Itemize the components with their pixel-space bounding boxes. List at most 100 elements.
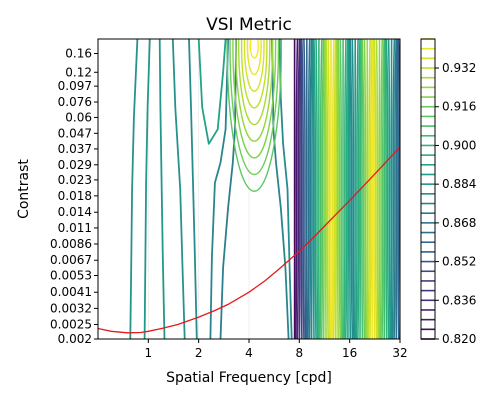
peak-contour-5: [235, 39, 274, 142]
band-contour-8: [307, 39, 311, 339]
band-contour-29: [343, 39, 347, 339]
band-contour-36: [355, 39, 359, 339]
band-contour-51: [381, 39, 385, 339]
contour-line-6: [209, 39, 229, 339]
band-contour-33: [349, 39, 354, 339]
band-contour-32: [348, 39, 352, 339]
colorbar-tick-label-7: 0.932: [442, 61, 476, 75]
band-contour-47: [373, 39, 378, 339]
band-contour-50: [379, 39, 384, 339]
band-contour-25: [336, 39, 339, 339]
band-contour-40: [361, 39, 366, 339]
band-contour-12: [313, 39, 317, 339]
y-tick-label-12: 0.037: [58, 142, 92, 156]
peak-contour-2: [243, 39, 265, 92]
contour-line-2: [158, 39, 166, 339]
x-tick-label-4: 16: [342, 346, 357, 360]
band-contour-45: [371, 39, 374, 339]
contour-line-3: [171, 39, 186, 339]
y-tick-label-14: 0.06: [65, 110, 92, 124]
contour-layer: [129, 39, 400, 339]
band-contour-58: [393, 39, 397, 339]
band-contour-43: [367, 39, 371, 339]
peak-contour-1: [246, 39, 262, 76]
colorbar: 0.820 0.836 0.852 0.868 0.884 0.900 0.916 0.932: [420, 38, 476, 346]
x-axis-title: Spatial Frequency [cpd]: [166, 370, 332, 386]
x-tick-label-0: 1: [145, 346, 153, 360]
chart-title: VSI Metric: [206, 15, 292, 35]
band-contour-60: [396, 39, 400, 339]
band-contour-22: [331, 39, 335, 339]
x-tick-label-3: 8: [296, 346, 304, 360]
band-contour-27: [339, 39, 343, 339]
band-contour-55: [387, 39, 391, 339]
x-tick-label-1: 2: [195, 346, 203, 360]
contour-line-5: [188, 39, 198, 339]
band-contour-41: [363, 39, 367, 339]
colorbar-tick-label-5: 0.900: [442, 138, 476, 152]
peak-contour-0: [249, 39, 259, 59]
peak-contour-8: [226, 39, 283, 192]
y-tick-label-3: 0.0041: [50, 285, 92, 299]
band-contour-54: [385, 39, 390, 339]
threshold-curve: [98, 146, 400, 334]
contour-line-4: [197, 39, 227, 145]
y-tick-label-10: 0.023: [58, 173, 92, 187]
colorbar-tick-label-6: 0.916: [442, 100, 476, 114]
y-tick-label-1: 0.0025: [50, 317, 92, 331]
band-contour-44: [369, 39, 373, 339]
y-tick-label-0: 0.002: [58, 332, 92, 346]
band-contour-57: [391, 39, 396, 339]
y-tick-label-17: 0.12: [65, 65, 92, 79]
y-tick-label-6: 0.0086: [50, 237, 92, 251]
band-contour-5: [301, 39, 305, 339]
band-contour-30: [344, 39, 349, 339]
band-contour-19: [325, 39, 329, 339]
band-contour-31: [347, 39, 350, 339]
band-contour-11: [312, 39, 315, 339]
band-contour-52: [383, 39, 386, 339]
band-contour-37: [357, 39, 361, 339]
colorbar-tick-label-4: 0.884: [442, 177, 476, 191]
peak-contour-4: [238, 39, 271, 126]
colorbar-tick-label-0: 0.820: [442, 332, 476, 346]
band-contour-6: [303, 39, 307, 339]
band-contour-46: [372, 39, 376, 339]
band-contour-26: [337, 39, 342, 339]
contour-line-0: [129, 39, 139, 339]
peak-contour-3: [240, 39, 268, 109]
band-contour-48: [375, 39, 379, 339]
band-contour-24: [335, 39, 338, 339]
band-contour-16: [320, 39, 325, 339]
y-tick-label-9: 0.018: [58, 189, 92, 203]
band-contour-53: [384, 39, 388, 339]
band-contour-1: [295, 39, 299, 339]
band-contour-13: [315, 39, 319, 339]
y-tick-label-13: 0.047: [58, 126, 92, 140]
colorbar-tick-label-1: 0.836: [442, 293, 476, 307]
band-contour-17: [322, 39, 326, 339]
contour-line-7: [219, 39, 237, 339]
y-axis-title: Contrast: [16, 159, 32, 219]
band-contour-59: [395, 39, 398, 339]
band-contour-18: [324, 39, 327, 339]
y-tick-label-2: 0.0032: [50, 301, 92, 315]
colorbar-tick-label-3: 0.868: [442, 216, 476, 230]
band-contour-9: [308, 39, 313, 339]
band-contour-10: [310, 39, 314, 339]
y-tick-label-16: 0.097: [58, 79, 92, 93]
band-contour-3: [298, 39, 302, 339]
band-contour-20: [327, 39, 331, 339]
y-tick-label-4: 0.0053: [50, 269, 92, 283]
x-tick-label-5: 32: [392, 346, 407, 360]
colorbar-tick-label-2: 0.852: [442, 255, 476, 269]
band-contour-23: [332, 39, 337, 339]
threshold-curve-layer: [98, 146, 400, 334]
y-tick-label-18: 0.16: [65, 47, 92, 61]
band-contour-34: [351, 39, 355, 339]
band-contour-15: [319, 39, 323, 339]
peak-contour-7: [229, 39, 280, 176]
peak-contour-6: [232, 39, 277, 159]
